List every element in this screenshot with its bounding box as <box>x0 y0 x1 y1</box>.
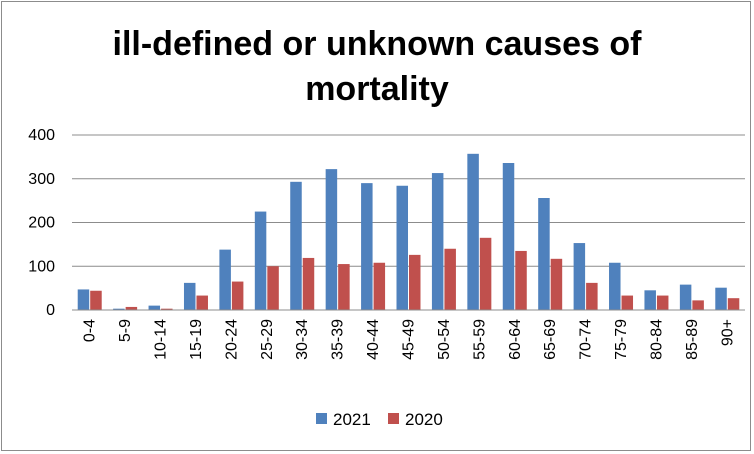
x-tick-label: 0-4 <box>82 319 99 342</box>
x-tick-label: 50-54 <box>436 319 453 360</box>
y-tick-label: 100 <box>28 258 55 275</box>
bar-2020-20-24 <box>231 281 244 310</box>
x-tick-label: 55-59 <box>471 319 488 360</box>
bar-2021-20-24 <box>219 249 231 310</box>
bar-2020-85-89 <box>692 300 704 310</box>
bar-2020-60-64 <box>515 250 527 310</box>
bar-2021-55-59 <box>467 153 479 310</box>
y-tick-label: 400 <box>28 127 55 144</box>
bar-2021-85-89 <box>679 284 692 310</box>
bar-2021-70-74 <box>573 243 586 310</box>
bar-2020-55-59 <box>479 237 492 310</box>
legend: 2021 2020 <box>316 410 443 429</box>
bar-2021-25-29 <box>254 211 267 310</box>
bar-2020-0-4 <box>90 290 102 310</box>
bar-2021-65-69 <box>538 198 550 310</box>
x-tick-label: 5-9 <box>117 319 134 342</box>
y-axis-ticks: 0 100 200 300 400 <box>28 127 55 319</box>
x-tick-label: 90+ <box>719 319 736 346</box>
bar-2020-90+ <box>727 298 740 310</box>
legend-label-2020: 2020 <box>405 410 443 429</box>
x-axis-ticks: 0-4 5-9 10-14 15-19 20-24 25-29 30-34 35-39 40-4… <box>82 319 737 360</box>
bar-2020-15-19 <box>196 295 208 310</box>
legend-swatch-2021 <box>316 413 327 424</box>
bar-2021-0-4 <box>77 289 90 310</box>
gridlines <box>72 134 745 267</box>
bars <box>77 153 740 310</box>
x-tick-label: 60-64 <box>507 319 524 360</box>
x-tick-label: 75-79 <box>613 319 630 360</box>
x-tick-label: 70-74 <box>578 319 595 360</box>
bar-2021-45-49 <box>396 185 408 310</box>
x-tick-label: 25-29 <box>259 319 276 360</box>
legend-swatch-2020 <box>388 413 399 424</box>
x-tick-label: 15-19 <box>188 319 205 360</box>
bar-2021-35-39 <box>325 169 338 310</box>
x-tick-label: 65-69 <box>542 319 559 360</box>
y-tick-label: 300 <box>28 171 55 188</box>
bar-2021-40-44 <box>361 183 373 310</box>
bar-2020-70-74 <box>586 282 598 310</box>
bar-2020-30-34 <box>302 257 315 310</box>
y-tick-label: 0 <box>46 302 55 319</box>
x-tick-label: 10-14 <box>153 319 170 360</box>
bar-2021-30-34 <box>290 181 302 310</box>
bar-2020-45-49 <box>409 254 421 310</box>
bar-2020-80-84 <box>656 295 669 310</box>
bar-2020-65-69 <box>550 258 563 310</box>
bar-2020-40-44 <box>373 262 386 310</box>
x-tick-label: 80-84 <box>648 319 665 360</box>
bar-2020-50-54 <box>444 248 456 310</box>
y-tick-label: 200 <box>28 215 55 232</box>
x-tick-label: 40-44 <box>365 319 382 360</box>
bar-2021-15-19 <box>183 282 196 310</box>
x-tick-label: 85-89 <box>684 319 701 360</box>
bar-2021-10-14 <box>148 305 161 310</box>
chart-title-line-1: ill-defined or unknown causes of <box>113 25 643 63</box>
bar-2021-90+ <box>715 287 727 310</box>
bar-2020-5-9 <box>125 306 138 310</box>
x-tick-label: 45-49 <box>401 319 418 360</box>
bar-2021-80-84 <box>644 290 656 310</box>
bar-2020-35-39 <box>338 264 350 310</box>
x-tick-label: 35-39 <box>330 319 347 360</box>
chart-title-line-2: mortality <box>305 70 449 108</box>
bar-2020-10-14 <box>161 308 173 310</box>
bar-2021-75-79 <box>609 262 621 310</box>
bar-2020-75-79 <box>621 295 634 310</box>
bar-2021-5-9 <box>113 308 125 310</box>
x-tick-label: 30-34 <box>294 319 311 360</box>
bar-2020-25-29 <box>267 266 279 310</box>
bar-2021-60-64 <box>502 163 515 310</box>
legend-label-2021: 2021 <box>333 410 371 429</box>
bar-2021-50-54 <box>431 173 444 310</box>
x-tick-label: 20-24 <box>223 319 240 360</box>
